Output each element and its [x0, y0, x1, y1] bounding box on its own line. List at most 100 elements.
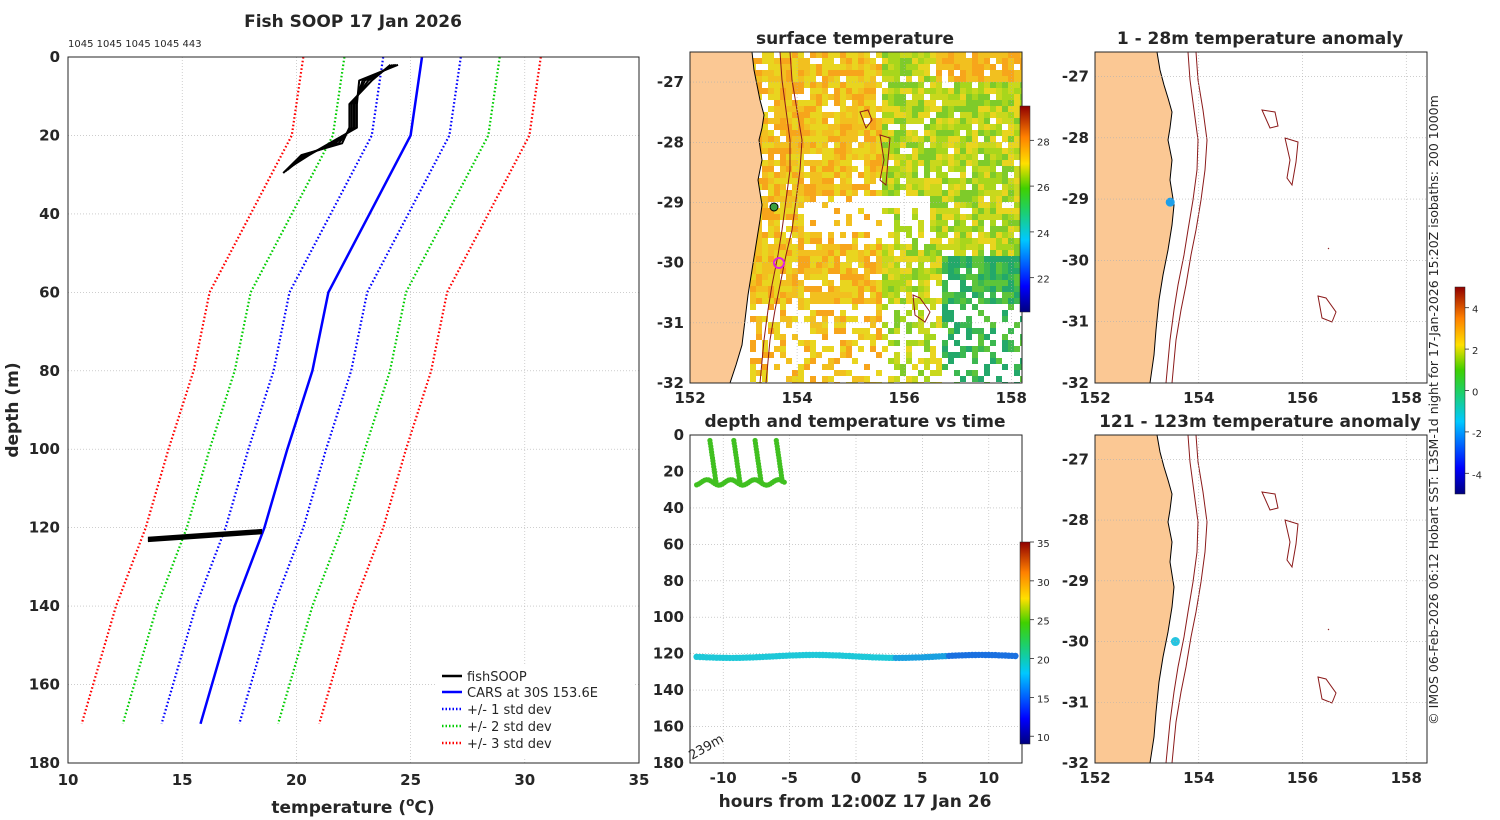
sst-cell — [972, 76, 978, 82]
sst-cell — [996, 142, 1002, 148]
sst-cell — [852, 94, 858, 100]
profile-xtick: 30 — [514, 771, 535, 789]
sst-cell — [780, 70, 786, 76]
sst-cell — [996, 208, 1002, 214]
sst-cell — [768, 106, 774, 112]
sst-cell — [882, 160, 888, 166]
sst-cell — [996, 244, 1002, 250]
sst-cell — [822, 52, 828, 58]
sst-cell — [804, 232, 810, 238]
sst-cell — [768, 352, 774, 358]
sst-cell — [870, 340, 876, 346]
sst-cell — [978, 214, 984, 220]
sst-cell — [942, 304, 948, 310]
sst-cell — [924, 178, 930, 184]
sst-cell — [816, 142, 822, 148]
fishsoop-deep-cast — [147, 530, 263, 541]
sst-cell — [912, 238, 918, 244]
sst-cell — [846, 172, 852, 178]
sst-cell — [900, 226, 906, 232]
sst-cell — [1002, 112, 1008, 118]
std-dev-3-lower — [80, 57, 305, 725]
sst-cell — [882, 58, 888, 64]
sst-cell — [864, 178, 870, 184]
anomaly-cbar-ticklabel: 4 — [1472, 305, 1478, 316]
sst-cell — [894, 88, 900, 94]
sst-cell — [888, 58, 894, 64]
sst-cell — [882, 76, 888, 82]
sst-cell — [978, 238, 984, 244]
sst-cell — [810, 142, 816, 148]
sst-cell — [900, 250, 906, 256]
sst-cell — [972, 184, 978, 190]
sst-cell — [1002, 220, 1008, 226]
sst-cell — [816, 256, 822, 262]
sst-cell — [846, 106, 852, 112]
sst-map-ytick: -31 — [657, 314, 684, 332]
isobath-1000m — [765, 52, 803, 383]
sst-cell — [762, 352, 768, 358]
sst-cell — [858, 124, 864, 130]
sst-cell — [936, 136, 942, 142]
sst-cell — [792, 166, 798, 172]
sst-cell — [792, 214, 798, 220]
sst-cell — [870, 88, 876, 94]
sst-cell — [858, 70, 864, 76]
sst-cell — [870, 166, 876, 172]
sst-cell — [828, 52, 834, 58]
sst-cell — [924, 154, 930, 160]
sst-cell — [858, 184, 864, 190]
sst-cell — [810, 346, 816, 352]
sst-cell — [1014, 166, 1020, 172]
sst-cell — [786, 322, 792, 328]
sst-cell — [822, 262, 828, 268]
sst-cell — [888, 148, 894, 154]
sst-cell — [822, 184, 828, 190]
sst-cell — [858, 292, 864, 298]
sst-cell — [774, 220, 780, 226]
time-cbar-ticklabel: 10 — [1037, 733, 1050, 744]
anomaly-shallow-ytick: -29 — [1062, 190, 1089, 208]
sst-cell — [888, 106, 894, 112]
sst-cell — [780, 100, 786, 106]
sst-cell — [846, 160, 852, 166]
sst-cell — [1002, 70, 1008, 76]
sst-cell — [954, 298, 960, 304]
sst-cell — [786, 166, 792, 172]
sst-cell — [792, 250, 798, 256]
sst-cell — [918, 358, 924, 364]
sst-cell — [780, 298, 786, 304]
sst-cell — [864, 262, 870, 268]
sst-cell — [876, 268, 882, 274]
sst-cell — [858, 328, 864, 334]
sst-cell — [822, 142, 828, 148]
sst-cell — [954, 196, 960, 202]
sst-cell — [774, 226, 780, 232]
sst-cell — [930, 370, 936, 376]
sst-cell — [948, 244, 954, 250]
sst-cell — [990, 142, 996, 148]
sst-cell — [948, 262, 954, 268]
sst-cell — [834, 220, 840, 226]
time-xtick: 10 — [978, 769, 999, 787]
sst-cell — [846, 142, 852, 148]
sst-cell — [894, 208, 900, 214]
sst-cell — [978, 310, 984, 316]
sst-cell — [906, 172, 912, 178]
sst-cell — [966, 232, 972, 238]
sst-cell — [870, 142, 876, 148]
sst-cell — [774, 178, 780, 184]
sst-cell — [834, 130, 840, 136]
sst-cell — [858, 262, 864, 268]
sst-cell — [1014, 94, 1020, 100]
sst-cell — [864, 88, 870, 94]
sst-cell — [978, 262, 984, 268]
sst-cell — [810, 124, 816, 130]
sst-cell — [888, 136, 894, 142]
sst-cell — [810, 316, 816, 322]
sst-cell — [894, 358, 900, 364]
sst-cell — [948, 226, 954, 232]
sst-cell — [936, 124, 942, 130]
sst-cell — [978, 250, 984, 256]
sst-cell — [966, 64, 972, 70]
